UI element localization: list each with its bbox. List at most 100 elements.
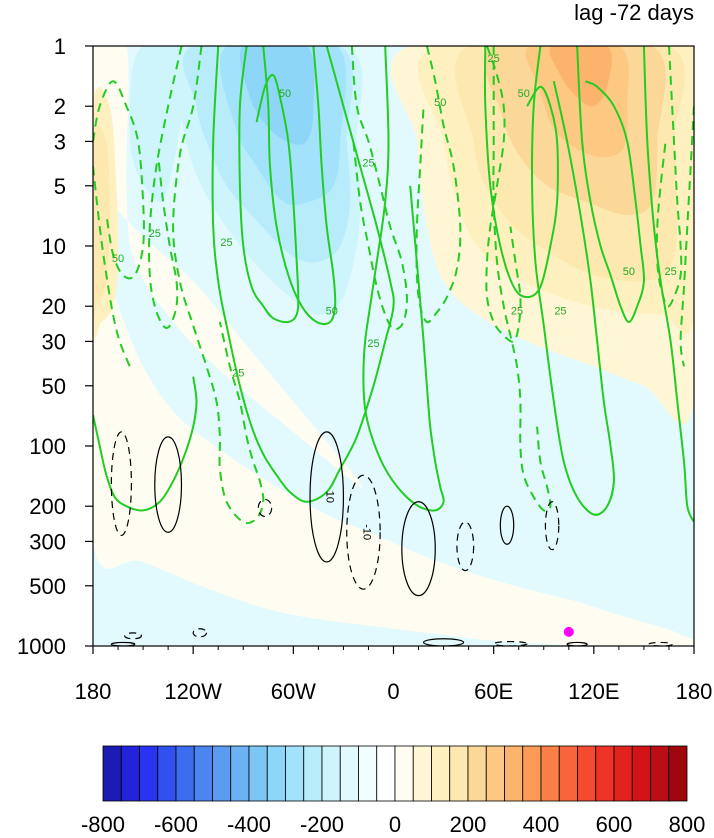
fill-region-16 [549,46,612,107]
colorbar-label-4: 0 [389,812,401,837]
green-contour-label-1: 50 [326,305,338,317]
y-tick-label-8: 100 [29,434,66,459]
colorbar-box-11 [303,745,323,802]
x-tick-label-1: 120W [164,679,222,704]
colorbar-box-22 [504,745,524,802]
y-tick-label-11: 500 [29,574,66,599]
black-contour-15 [648,641,673,646]
colorbar-box-16 [394,745,414,802]
x-tick-label-3: 0 [387,679,399,704]
colorbar-box-14 [358,745,378,802]
colorbar-box-0 [102,745,122,802]
colorbar-label-8: 800 [669,812,706,837]
green-contour-label-2: 25 [220,237,232,249]
colorbar-label-6: 400 [523,812,560,837]
green-contour-15 [492,46,552,512]
green-contour-18 [679,106,694,367]
black-contour-2 [257,498,273,518]
colorbar-box-17 [412,745,432,802]
colorbar-box-28 [613,745,633,802]
green-contour-label-12: 25 [362,157,374,169]
colorbar-box-9 [266,745,286,802]
colorbar-box-26 [577,745,597,802]
black-contour-5 [401,501,436,597]
colorbar-box-15 [376,745,396,802]
green-contour-11 [93,80,145,280]
filled-contours [93,46,694,646]
colorbar-box-2 [139,745,159,802]
colorbar-box-10 [285,745,305,802]
green-contour-7 [642,46,694,523]
green-contour-10 [172,46,265,525]
colorbar-box-5 [193,745,213,802]
black-contour-7 [499,505,515,545]
y-tick-label-0: 1 [54,34,66,59]
x-tick-label-0: 180 [75,679,112,704]
colorbar-box-20 [467,745,487,802]
colorbar-box-4 [175,745,195,802]
x-axis: 180 120W 60W 0 60E 120E 180 [75,646,712,704]
y-axis: 1 2 3 5 10 20 30 50 100 200 300 500 1000 [17,34,93,659]
colorbar-label-3: -200 [300,812,344,837]
colorbar-box-25 [558,745,578,802]
y-tick-label-5: 20 [42,294,66,319]
y-tick-label-10: 300 [29,529,66,554]
green-contour-label-3: 25 [367,338,379,350]
y-tick-label-6: 30 [42,329,66,354]
fill-region-0 [93,537,612,646]
colorbar-box-18 [431,745,451,802]
green-contour-label-0: 50 [279,88,291,100]
colorbar-box-7 [230,745,250,802]
fill-region-6 [239,46,315,145]
colorbar-box-21 [485,745,505,802]
green-contour-12 [350,46,408,331]
colorbar-label-2: -400 [227,812,271,837]
green-contour-13 [415,46,462,324]
green-contour-label-9: 25 [149,228,161,240]
colorbar-box-30 [650,745,670,802]
y-tick-label-9: 200 [29,494,66,519]
green-contour-5 [531,46,615,516]
colorbar: -800 -600 -400 -200 0 200 400 600 800 [81,745,706,837]
colorbar-box-1 [120,745,140,802]
green-contour-6 [576,46,645,324]
green-contour-4 [483,46,559,299]
y-tick-label-1: 2 [54,94,66,119]
black-contour-4 [346,474,381,590]
colorbar-box-6 [212,745,232,802]
colorbar-box-23 [522,745,542,802]
black-contour-0 [110,431,132,537]
y-tick-label-7: 50 [42,374,66,399]
green-contour-label-6: 50 [623,266,635,278]
green-contour-label-14: 25 [488,53,500,65]
fill-region-7 [93,235,694,646]
green-contour-3 [362,46,445,512]
location-marker [563,626,574,637]
green-contour-16 [655,46,683,308]
green-contour-label-13: 50 [434,97,446,109]
black-contour-6 [456,521,475,572]
colorbar-box-27 [595,745,615,802]
y-tick-label-4: 10 [42,234,66,259]
green-contour-label-5: 25 [554,305,566,317]
black-contour-11 [192,628,208,638]
chart-title: lag -72 days [574,0,694,25]
colorbar-box-8 [248,745,268,802]
green-contour-14 [485,46,522,343]
colorbar-label-7: 600 [596,812,633,837]
green-contour-label-4: 50 [518,88,530,100]
colorbar-box-31 [668,745,688,802]
colorbar-box-12 [321,745,341,802]
black-contour-1 [154,436,183,533]
green-contour-label-16: 25 [665,266,677,278]
x-tick-label-2: 60W [271,679,316,704]
green-contour-0 [238,46,300,324]
plot-area: 50 50 25 25 50 25 50 25 25 50 25 50 25 25 25 10 -10 [92,45,695,647]
black-contours: 10 -10 [110,431,673,646]
colorbar-label-5: 200 [450,812,487,837]
green-contour-2 [211,46,395,503]
y-tick-label-3: 5 [54,174,66,199]
colorbar-box-3 [157,745,177,802]
black-contour-3 [309,431,345,563]
green-contour-1 [262,46,337,326]
